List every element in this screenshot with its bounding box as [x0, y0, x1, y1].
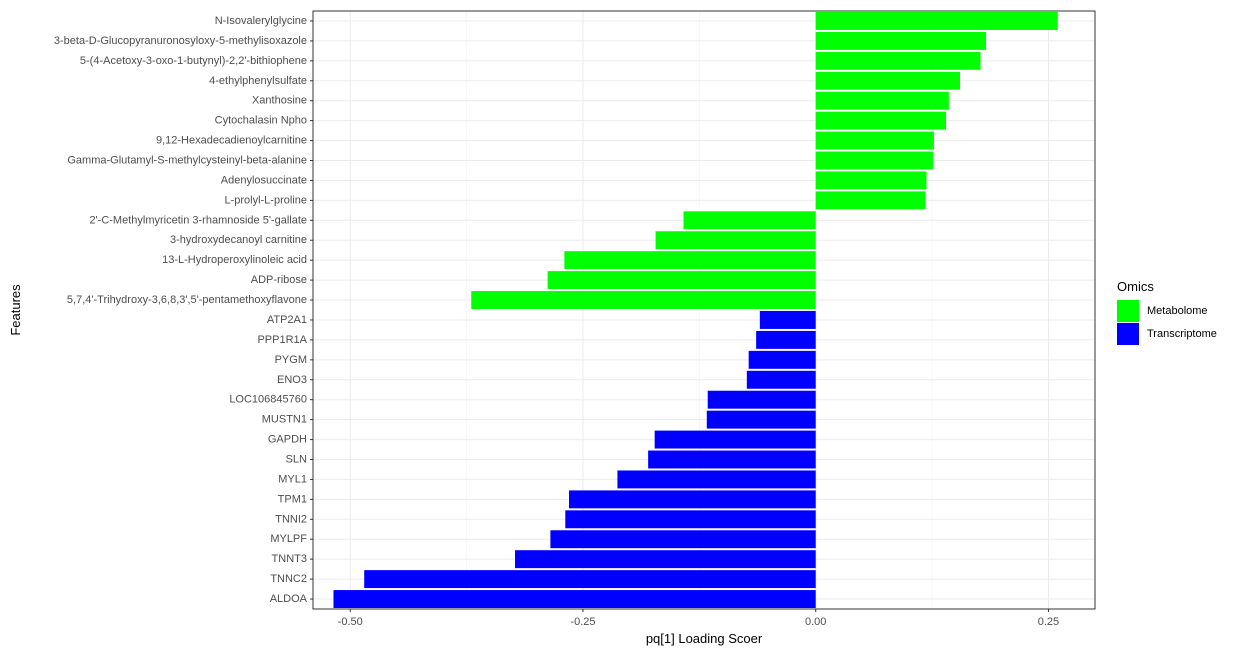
y-tick-label: TPM1 — [278, 493, 307, 505]
bar-21 — [706, 410, 816, 429]
bar-3 — [815, 51, 981, 70]
y-tick-label: LOC106845760 — [229, 394, 307, 406]
bar-29 — [364, 570, 816, 589]
bar-1 — [815, 11, 1058, 30]
bar-18 — [748, 350, 816, 369]
y-tick-label: 3-hydroxydecanoyl carnitine — [170, 234, 307, 246]
legend-key-transcriptome — [1117, 323, 1139, 345]
y-tick-label: MUSTN1 — [262, 414, 307, 426]
bar-12 — [655, 231, 816, 250]
bar-6 — [815, 111, 947, 130]
y-tick-label: TNNC2 — [270, 573, 307, 585]
bar-30 — [333, 590, 816, 609]
bar-4 — [815, 71, 961, 90]
x-tick-label: -0.25 — [570, 616, 595, 628]
bar-14 — [547, 271, 816, 290]
y-tick-label: Adenylosuccinate — [221, 174, 307, 186]
bar-8 — [815, 151, 934, 170]
y-tick-label: SLN — [286, 454, 307, 466]
y-tick-label: 4-ethylphenylsulfate — [209, 75, 307, 87]
y-tick-label: MYL1 — [278, 473, 307, 485]
x-axis-ticks: -0.50 -0.25 0.00 0.25 — [338, 609, 1059, 628]
y-tick-label: 2'-C-Methylmyricetin 3-rhamnoside 5'-gal… — [89, 214, 307, 226]
bar-11 — [683, 211, 816, 230]
legend-key-metabolome — [1117, 300, 1139, 322]
x-tick-label: 0.00 — [805, 616, 826, 628]
y-tick-label: 5-(4-Acetoxy-3-oxo-1-butynyl)-2,2'-bithi… — [80, 55, 307, 67]
y-tick-label: 9,12-Hexadecadienoylcarnitine — [156, 135, 307, 147]
bar-5 — [815, 91, 949, 110]
y-tick-label: ENO3 — [277, 374, 307, 386]
y-tick-label: ATP2A1 — [267, 314, 307, 326]
bar-9 — [815, 171, 927, 190]
y-tick-label: TNNI2 — [275, 513, 307, 525]
y-tick-label: 3-beta-D-Glucopyranuronosyloxy-5-methyli… — [54, 35, 307, 47]
bar-15 — [471, 291, 816, 310]
y-tick-label: L-prolyl-L-proline — [224, 194, 307, 206]
legend-label-metabolome: Metabolome — [1147, 305, 1208, 317]
y-tick-label: 5,7,4'-Trihydroxy-3,6,8,3',5'-pentametho… — [67, 294, 307, 306]
bar-16 — [759, 310, 816, 329]
y-tick-label: ADP-ribose — [251, 274, 307, 286]
bar-27 — [550, 530, 816, 549]
y-axis-ticks: N-Isovalerylglycine 3-beta-D-Glucopyranur… — [54, 15, 313, 605]
y-tick-label: MYLPF — [270, 533, 307, 545]
y-tick-label: GAPDH — [268, 434, 307, 446]
bar-24 — [617, 470, 816, 489]
legend-label-transcriptome: Transcriptome — [1147, 328, 1217, 340]
legend-title: Omics — [1117, 279, 1154, 294]
bar-28 — [515, 550, 816, 569]
x-tick-label: 0.25 — [1038, 616, 1059, 628]
y-tick-label: N-Isovalerylglycine — [215, 15, 307, 27]
bar-13 — [564, 251, 816, 270]
bar-19 — [746, 370, 816, 389]
bar-7 — [815, 131, 934, 150]
y-tick-label: 13-L-Hydroperoxylinoleic acid — [162, 254, 307, 266]
bar-20 — [707, 390, 816, 409]
y-tick-label: Gamma-Glutamyl-S-methylcysteinyl-beta-al… — [67, 155, 307, 167]
bar-23 — [648, 450, 816, 469]
x-axis-title: pq[1] Loading Scoer — [646, 631, 763, 646]
y-tick-label: Xanthosine — [252, 95, 307, 107]
bar-layer — [333, 11, 1058, 609]
bar-22 — [654, 430, 816, 449]
x-tick-label: -0.50 — [338, 616, 363, 628]
y-tick-label: Cytochalasin Npho — [215, 115, 307, 127]
y-tick-label: ALDOA — [270, 593, 308, 605]
legend: Omics Metabolome Transcriptome — [1117, 279, 1217, 345]
y-axis-title: Features — [8, 284, 23, 336]
bar-2 — [815, 31, 987, 50]
bar-10 — [815, 191, 926, 210]
bar-25 — [569, 490, 816, 509]
y-tick-label: PPP1R1A — [257, 334, 307, 346]
bar-17 — [756, 330, 816, 349]
y-tick-label: TNNT3 — [272, 553, 307, 565]
bar-26 — [565, 510, 816, 529]
y-tick-label: PYGM — [275, 354, 307, 366]
plot-panel-border — [312, 10, 1096, 610]
